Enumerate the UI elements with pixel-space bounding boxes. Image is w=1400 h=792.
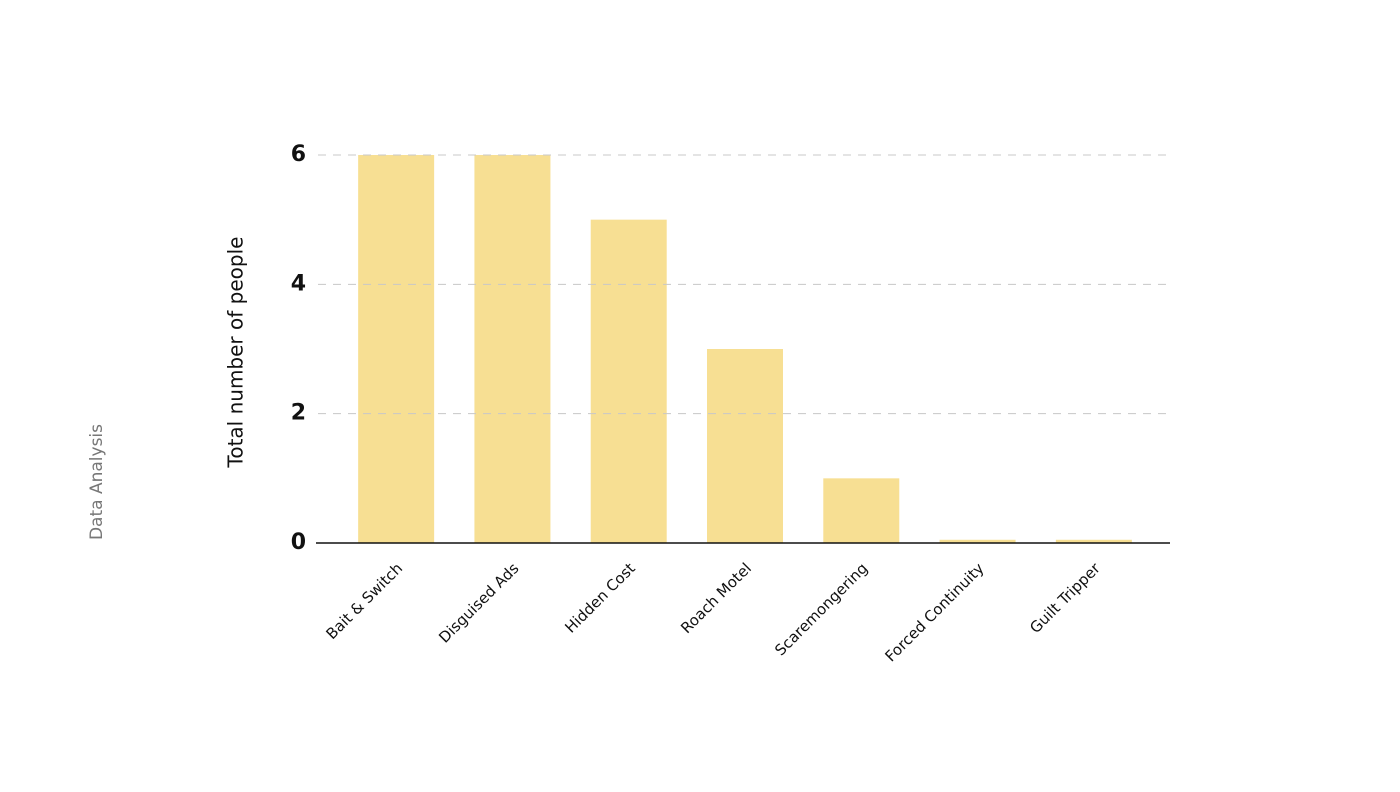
x-tick-label: Roach Motel — [677, 559, 755, 637]
x-tick-label: Forced Continuity — [881, 559, 987, 665]
x-tick-label: Hidden Cost — [561, 559, 638, 636]
y-tick-label: 0 — [291, 530, 306, 555]
bar — [1055, 539, 1132, 543]
bar — [823, 478, 900, 543]
y-tick-label: 4 — [291, 271, 306, 296]
section-label: Data Analysis — [87, 424, 107, 540]
bar — [939, 539, 1016, 543]
y-axis-label: Total number of people — [224, 237, 248, 469]
bar — [474, 155, 551, 543]
x-tick-label: Guilt Tripper — [1026, 559, 1104, 637]
bar — [590, 219, 667, 543]
x-tick-label: Bait & Switch — [322, 559, 406, 643]
bar — [707, 349, 783, 543]
y-tick-label: 2 — [291, 401, 306, 426]
x-tick-label: Disguised Ads — [435, 559, 522, 646]
y-tick-label: 6 — [291, 142, 306, 167]
x-tick-label: Scaremongering — [771, 559, 871, 659]
bar — [358, 155, 435, 543]
